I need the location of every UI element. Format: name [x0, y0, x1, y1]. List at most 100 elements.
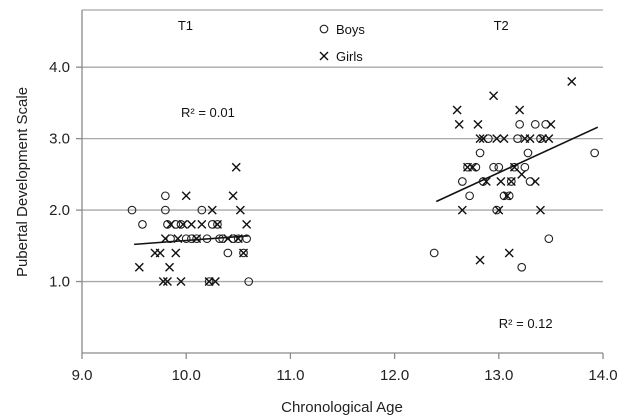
y-tick-label: 1.0 [49, 274, 70, 291]
point-girls [181, 191, 191, 201]
point-girls [228, 191, 238, 201]
point-boys [510, 162, 519, 172]
r-squared-t2: R² = 0.12 [499, 316, 553, 331]
point-boys [541, 119, 551, 129]
y-axis-title: Pubertal Development Scale [14, 87, 31, 277]
legend-boys-label: Boys [336, 22, 365, 37]
point-girls [160, 234, 170, 244]
point-boys [429, 248, 439, 258]
point-girls [242, 219, 252, 229]
point-girls [186, 219, 196, 229]
point-boys [465, 191, 474, 201]
panel-label-t2: T2 [494, 18, 509, 33]
point-girls [475, 134, 485, 144]
point-boys [223, 248, 233, 258]
point-boys [484, 134, 493, 143]
x-tick-label: 10.0 [172, 367, 201, 384]
point-boys [138, 220, 147, 229]
point-girls [165, 262, 175, 272]
point-boys [494, 162, 504, 172]
point-girls [515, 105, 525, 115]
point-boys [536, 134, 545, 143]
point-boys [161, 191, 170, 201]
point-girls [489, 91, 499, 101]
point-girls [176, 277, 186, 287]
point-boys [171, 220, 181, 229]
legend-boys-marker [319, 24, 329, 34]
point-girls [544, 134, 554, 144]
point-boys [239, 248, 248, 258]
point-girls [192, 234, 202, 244]
legend-girls-marker [319, 51, 329, 61]
point-girls [239, 248, 249, 258]
point-boys [506, 177, 516, 186]
point-girls [546, 119, 556, 129]
point-boys [197, 205, 207, 215]
point-girls [481, 177, 491, 186]
point-boys [523, 148, 533, 158]
point-boys [492, 205, 502, 215]
point-girls [504, 248, 514, 258]
point-girls [158, 277, 168, 287]
point-girls [525, 134, 535, 144]
point-girls [494, 205, 504, 215]
x-tick-label: 14.0 [588, 367, 617, 384]
point-boys [187, 234, 196, 244]
point-girls [162, 277, 172, 287]
point-boys [161, 205, 170, 215]
legend-girls-label: Girls [336, 49, 363, 64]
point-boys [244, 277, 254, 286]
point-girls [506, 177, 516, 186]
point-girls [468, 162, 478, 172]
point-girls [499, 134, 509, 144]
point-girls [452, 105, 462, 115]
point-boys [520, 162, 530, 172]
point-boys [192, 234, 201, 244]
y-tick-label: 4.0 [49, 59, 70, 76]
r-squared-t1: R² = 0.01 [181, 105, 235, 120]
point-girls [155, 248, 165, 258]
point-boys [228, 234, 238, 244]
point-girls [478, 134, 488, 144]
point-girls [223, 234, 233, 244]
x-tick-label: 13.0 [484, 367, 513, 384]
point-girls [212, 219, 222, 229]
x-axis-title: Chronological Age [281, 399, 403, 416]
point-girls [530, 177, 540, 186]
point-boys [204, 277, 214, 286]
point-girls [454, 119, 464, 129]
point-girls [178, 219, 188, 229]
point-boys [475, 148, 485, 158]
point-boys [176, 220, 186, 229]
point-boys [215, 234, 224, 244]
y-tick-label: 3.0 [49, 131, 70, 148]
point-boys [207, 220, 217, 229]
point-girls [475, 255, 485, 265]
point-girls [171, 248, 181, 258]
point-boys [213, 220, 222, 229]
point-girls [473, 119, 483, 129]
point-boys [513, 134, 522, 143]
point-girls [173, 234, 183, 244]
point-boys [515, 119, 524, 129]
point-girls [517, 169, 527, 179]
trendline-t1 [134, 235, 249, 246]
point-boys [233, 234, 243, 244]
point-girls [231, 162, 241, 172]
point-girls [207, 205, 217, 215]
point-girls [233, 234, 243, 244]
y-tick-label: 2.0 [49, 202, 70, 219]
point-boys [181, 234, 191, 244]
point-boys [242, 234, 251, 244]
legend: Boys Girls [319, 22, 365, 64]
point-boys [525, 177, 535, 186]
point-boys [517, 262, 527, 272]
point-boys [202, 234, 212, 244]
point-girls [235, 205, 245, 215]
point-boys [489, 162, 498, 172]
point-girls [210, 277, 220, 287]
point-boys [127, 205, 137, 215]
x-tick-label: 11.0 [276, 367, 304, 384]
